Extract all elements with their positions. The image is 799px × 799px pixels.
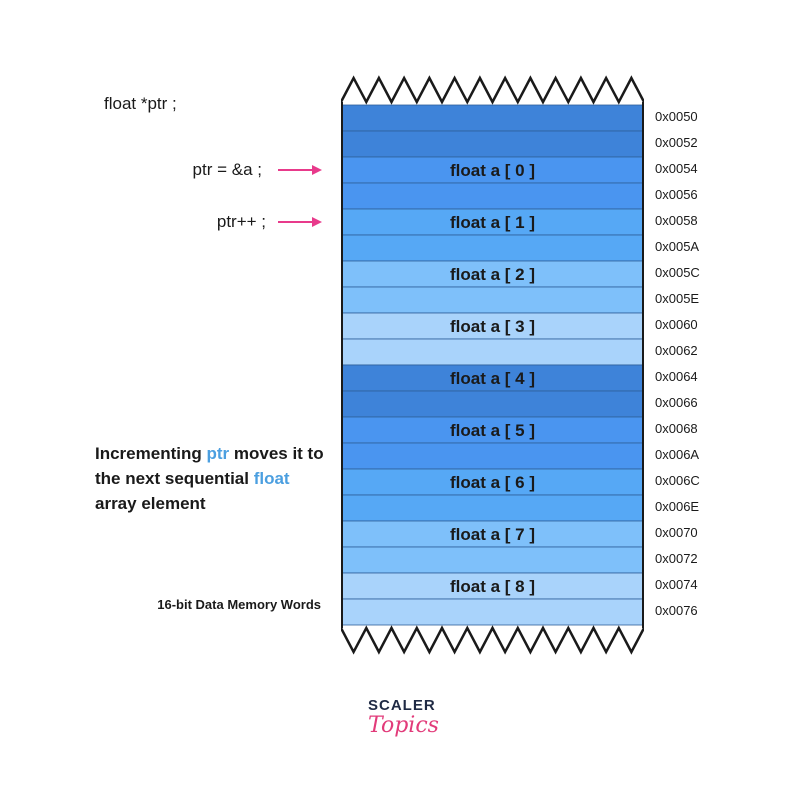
memory-top-zigzag [341, 75, 644, 105]
memory-address: 0x006A [655, 447, 700, 462]
array-element-label: float a [ 2 ] [450, 265, 535, 284]
array-element-label: float a [ 8 ] [450, 577, 535, 596]
memory-address: 0x006C [655, 473, 700, 488]
memory-bottom-zigzag [341, 625, 644, 655]
memory-address: 0x005C [655, 265, 700, 280]
memory-cell [341, 338, 644, 366]
pointer-increment: ptr++ ; [216, 212, 266, 231]
memory-cell [341, 260, 644, 288]
memory-cell [341, 130, 644, 158]
memory-address: 0x0070 [655, 525, 698, 540]
memory-cell [341, 442, 644, 470]
memory-cell [341, 208, 644, 236]
memory-cell [341, 546, 644, 574]
memory-cell [341, 182, 644, 210]
caption-text-3: array element [95, 494, 206, 513]
memory-cell [341, 234, 644, 262]
increment-arrow-icon [278, 217, 322, 227]
assignment-arrow-icon [278, 165, 322, 175]
array-element-label: float a [ 0 ] [450, 161, 535, 180]
caption-float-keyword: float [253, 469, 290, 488]
memory-address: 0x0068 [655, 421, 698, 436]
pointer-declaration: float *ptr ; [104, 94, 177, 113]
array-element-label: float a [ 6 ] [450, 473, 535, 492]
scaler-topics-logo: SCALER Topics [360, 695, 450, 755]
memory-words-label: 16-bit Data Memory Words [157, 597, 321, 612]
memory-address: 0x0052 [655, 135, 698, 150]
memory-cell [341, 104, 644, 132]
memory-address: 0x0076 [655, 603, 698, 618]
memory-address: 0x0056 [655, 187, 698, 202]
memory-top-tear [341, 78, 644, 105]
memory-cell [341, 598, 644, 626]
memory-address: 0x0064 [655, 369, 698, 384]
memory-cell [341, 494, 644, 522]
logo-wordmark-bottom: Topics [368, 713, 439, 738]
array-element-label: float a [ 5 ] [450, 421, 535, 440]
memory-cell [341, 286, 644, 314]
increment-caption: Incrementing ptr moves it to the next se… [95, 441, 335, 516]
array-element-label: float a [ 3 ] [450, 317, 535, 336]
memory-address: 0x0062 [655, 343, 698, 358]
pointer-assignment: ptr = &a ; [192, 160, 262, 179]
array-element-label: float a [ 4 ] [450, 369, 535, 388]
memory-block: float a [ 0 ] float a [ 1 ] float a [ 2 ] f… [341, 75, 644, 657]
memory-address: 0x005A [655, 239, 700, 254]
caption-text-1: Incrementing [95, 444, 207, 463]
memory-cell [341, 364, 644, 392]
memory-cell [341, 390, 644, 418]
memory-address: 0x0074 [655, 577, 698, 592]
memory-cell [341, 520, 644, 548]
caption-text-2: moves it to the next sequential [95, 444, 324, 488]
memory-diagram: float a [ 0 ] float a [ 1 ] float a [ 2 ] f… [341, 75, 644, 655]
caption-ptr-keyword: ptr [206, 444, 230, 463]
array-element-label: float a [ 7 ] [450, 525, 535, 544]
memory-address: 0x006E [655, 499, 700, 514]
memory-address: 0x0060 [655, 317, 698, 332]
memory-address: 0x0050 [655, 109, 698, 124]
memory-cell [341, 312, 644, 340]
memory-address: 0x0058 [655, 213, 698, 228]
memory-address: 0x0066 [655, 395, 698, 410]
logo-wordmark-top: SCALER [368, 697, 436, 714]
memory-address: 0x005E [655, 291, 700, 306]
array-element-label: float a [ 1 ] [450, 213, 535, 232]
memory-address: 0x0072 [655, 551, 698, 566]
memory-address: 0x0054 [655, 161, 698, 176]
